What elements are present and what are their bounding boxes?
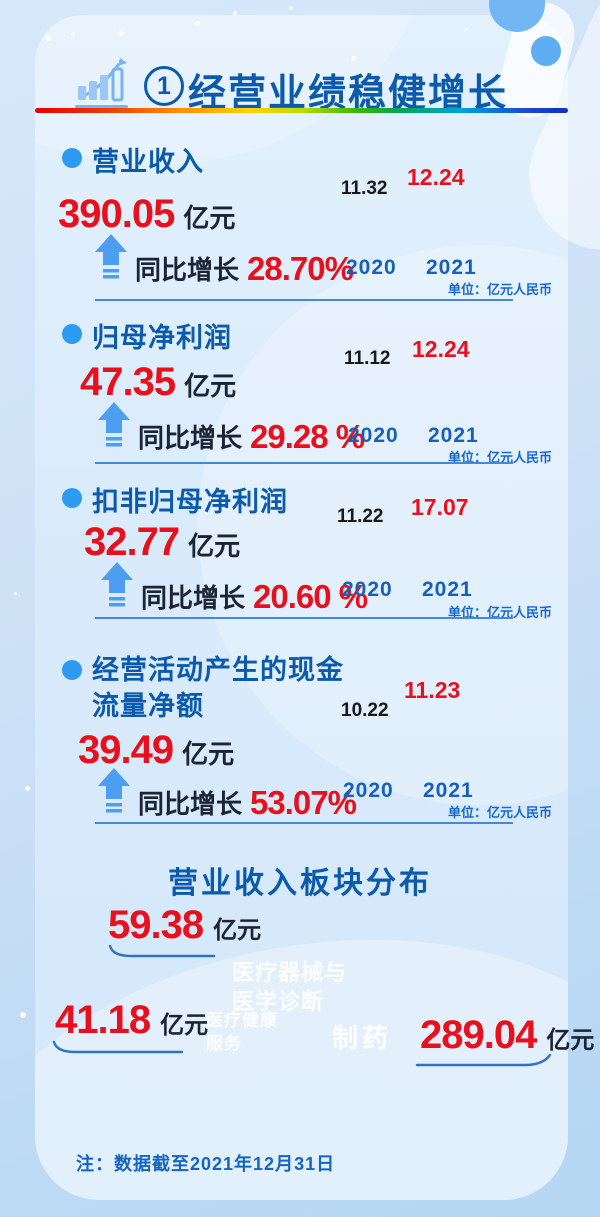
- rainbow-divider: [35, 108, 568, 113]
- metric-value: 39.49: [78, 728, 174, 772]
- sparkle-dot: [195, 21, 200, 26]
- up-arrow-icon: [95, 234, 127, 285]
- underline-swoosh: [52, 1040, 184, 1060]
- growth-label: 同比增长: [138, 789, 243, 820]
- segment-label-line2: 医学诊断: [232, 989, 325, 1014]
- metric-value: 390.05: [58, 192, 175, 236]
- axis-year-2020: 2020: [348, 424, 399, 447]
- section-divider: [95, 822, 513, 824]
- bar-value-2020: 10.22: [341, 700, 389, 721]
- content-card: [35, 15, 568, 1200]
- unit-note: 单位：亿元人民币: [447, 805, 552, 820]
- segment-label: 制药: [332, 1023, 393, 1053]
- section-divider: [95, 617, 513, 619]
- axis-year-2021: 2021: [423, 779, 474, 802]
- sparkle-dot: [118, 30, 124, 36]
- sparkle-dot: [25, 786, 30, 791]
- bar-value-2020: 11.32: [341, 178, 388, 199]
- up-arrow-icon: [101, 562, 133, 613]
- unit-note: 单位：亿元人民币: [447, 282, 552, 297]
- sparkle-dot: [233, 11, 237, 15]
- unit-note: 单位：亿元人民币: [447, 450, 552, 465]
- axis-year-2021: 2021: [426, 256, 477, 279]
- bullet-icon: [62, 148, 82, 168]
- growth-value: 53.07%: [250, 784, 357, 821]
- section-divider: [95, 299, 513, 301]
- segment-value: 289.04: [420, 1013, 537, 1057]
- growth-chart-icon: [74, 56, 134, 117]
- sparkle-dot: [71, 32, 75, 36]
- growth-label: 同比增长: [135, 255, 240, 286]
- decor-circle-blue: [531, 36, 561, 66]
- segment-unit: 亿元: [160, 1012, 209, 1039]
- bar-value-2021: 12.24: [412, 336, 470, 362]
- segment-unit: 亿元: [546, 1027, 595, 1054]
- segment-value: 41.18: [55, 998, 151, 1042]
- bar-value-2021: 17.07: [411, 494, 469, 520]
- metric-value: 47.35: [80, 360, 176, 404]
- bar-value-2021: 11.23: [404, 677, 461, 703]
- footnote: 注：数据截至2021年12月31日: [76, 1154, 336, 1174]
- bar-value-2021: 12.24: [407, 164, 465, 190]
- segment-unit: 亿元: [213, 917, 262, 944]
- bullet-icon: [62, 660, 82, 680]
- sparkle-dot: [45, 35, 51, 41]
- badge-number: 1: [157, 71, 171, 100]
- underline-swoosh: [415, 1053, 553, 1073]
- growth-value: 20.60 %: [253, 578, 368, 615]
- metric-unit: 亿元: [182, 739, 235, 769]
- segment-label: 医疗健康: [206, 1011, 278, 1030]
- underline-swoosh: [108, 944, 216, 964]
- sparkle-dot: [465, 28, 468, 31]
- bar-value-2020: 11.12: [344, 348, 391, 369]
- growth-value: 29.28 %: [250, 418, 365, 455]
- metric-unit: 亿元: [183, 203, 236, 233]
- metric-unit: 亿元: [184, 371, 237, 401]
- axis-year-2021: 2021: [428, 424, 479, 447]
- growth-label: 同比增长: [138, 423, 243, 454]
- unit-note: 单位：亿元人民币: [447, 605, 552, 620]
- sparkle-dot: [14, 592, 17, 595]
- growth-label: 同比增长: [141, 583, 246, 614]
- section-heading: 扣非归母净利润: [92, 487, 288, 517]
- distribution-title: 营业收入板块分布: [168, 867, 432, 900]
- sparkle-dot: [351, 56, 356, 61]
- segment-value: 59.38: [108, 903, 204, 947]
- up-arrow-icon: [98, 402, 130, 453]
- bar-value-2020: 11.22: [337, 506, 384, 527]
- segment-label: 医疗器械与: [232, 960, 348, 985]
- metric-unit: 亿元: [188, 531, 241, 561]
- sparkle-dot: [298, 102, 306, 110]
- section-number-badge: 1: [144, 66, 184, 106]
- sparkle-dot: [289, 6, 293, 10]
- up-arrow-icon: [98, 768, 130, 819]
- axis-year-2021: 2021: [422, 578, 473, 601]
- sparkle-dot: [20, 1012, 26, 1018]
- section-heading-line2: 流量净额: [92, 691, 204, 721]
- bullet-icon: [62, 324, 82, 344]
- section-heading: 营业收入: [92, 147, 204, 177]
- axis-year-2020: 2020: [342, 578, 393, 601]
- segment-label-line2: 服务: [206, 1034, 242, 1053]
- section-heading: 归母净利润: [92, 323, 232, 353]
- axis-year-2020: 2020: [343, 779, 394, 802]
- section-divider: [95, 462, 513, 464]
- growth-value: 28.70%: [247, 250, 354, 287]
- axis-year-2020: 2020: [346, 256, 397, 279]
- bullet-icon: [62, 488, 82, 508]
- metric-value: 32.77: [84, 520, 180, 564]
- section-heading: 经营活动产生的现金: [92, 655, 344, 685]
